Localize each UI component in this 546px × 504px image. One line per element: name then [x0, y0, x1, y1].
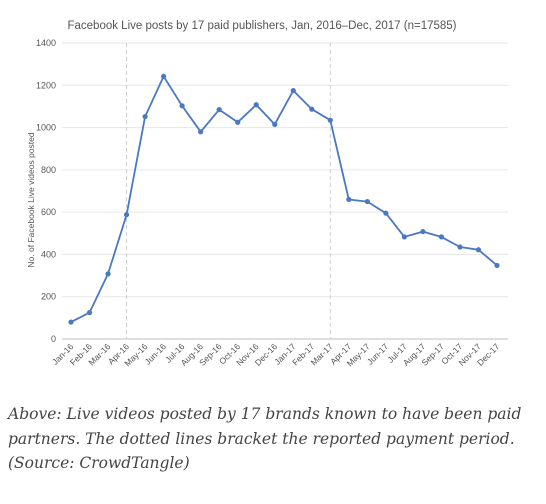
y-tick-label: 600	[41, 207, 56, 217]
data-point	[420, 228, 426, 235]
data-point	[475, 247, 482, 253]
series-live-posts	[68, 73, 500, 325]
line-chart: Facebook Live posts by 17 paid publisher…	[26, 20, 508, 368]
data-point	[401, 234, 407, 240]
x-tick-labels: Jan-16Feb-16Mar-16Apr-16May-16Jun-16Jul-…	[50, 341, 502, 368]
x-tick-label: Jun-17	[365, 341, 391, 367]
data-point	[383, 210, 389, 216]
y-tick-label: 1000	[36, 123, 56, 133]
data-point	[346, 196, 352, 203]
data-point	[198, 129, 204, 135]
data-point	[290, 87, 296, 94]
data-point	[494, 262, 500, 269]
data-point	[253, 102, 259, 108]
data-point	[216, 107, 222, 113]
data-point	[142, 113, 148, 120]
y-tick-label: 200	[41, 292, 56, 302]
y-tick-label: 0	[51, 334, 56, 344]
data-point	[272, 121, 278, 127]
data-point	[105, 271, 111, 277]
y-axis-label: No. of Facebook Live videos posted	[26, 132, 36, 267]
data-point	[123, 212, 130, 218]
data-point	[235, 119, 241, 125]
series-line	[70, 75, 498, 323]
y-tick-label: 1200	[36, 80, 56, 90]
data-point	[179, 103, 185, 109]
data-point	[86, 309, 93, 316]
y-tick-labels: 0 200 400 600 800 1000 1200 1400	[36, 38, 56, 344]
data-point	[161, 73, 167, 80]
y-tick-label: 400	[41, 249, 56, 259]
data-point	[309, 106, 315, 112]
gridlines	[62, 42, 508, 340]
y-tick-label: 1400	[36, 38, 56, 48]
data-point	[457, 244, 463, 250]
data-point	[438, 234, 445, 240]
data-point	[327, 117, 333, 123]
y-tick-label: 800	[41, 165, 56, 175]
chart-title: Facebook Live posts by 17 paid publisher…	[67, 20, 456, 32]
x-tick-label: Jun-16	[143, 341, 169, 367]
payment-period-markers	[126, 43, 331, 339]
data-point	[364, 198, 370, 205]
data-point	[68, 319, 74, 325]
figure-caption: Above: Live videos posted by 17 brands k…	[8, 405, 522, 472]
